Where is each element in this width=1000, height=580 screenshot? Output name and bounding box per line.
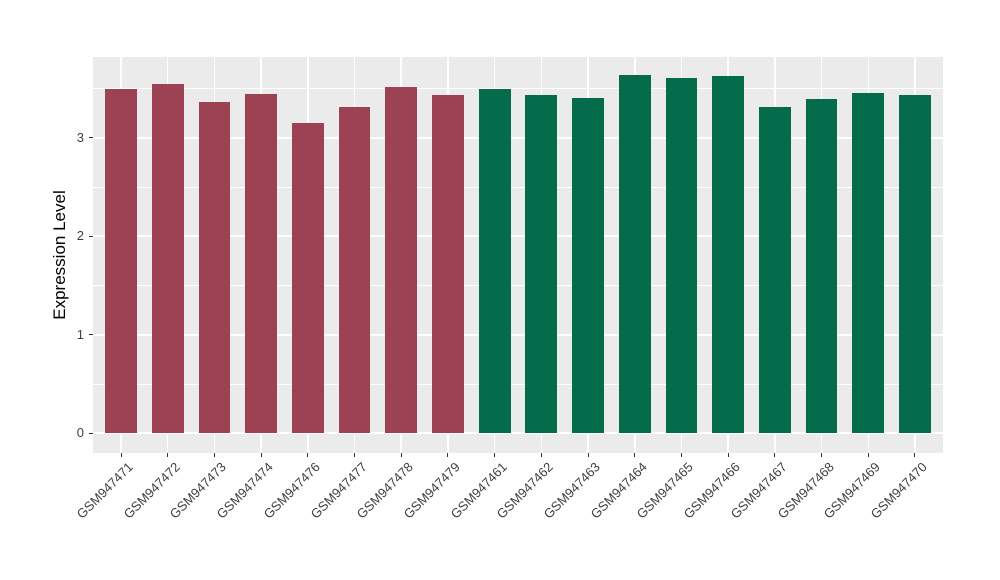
x-tick-label: GSM947474 [213,459,277,522]
bar-GSM947471 [105,89,137,433]
bar-GSM947472 [151,84,184,433]
bar-GSM947468 [805,99,838,433]
bar-GSM947462 [525,95,558,433]
x-tick-label: GSM947478 [353,459,417,522]
x-tick-label: GSM947470 [867,459,930,522]
x-axis-tick [400,453,402,457]
x-tick-label: GSM947463 [540,459,603,522]
bar-GSM947461 [478,89,511,433]
x-axis-tick [867,453,869,457]
x-axis-tick [680,453,682,457]
y-axis-tick [88,137,93,138]
x-tick-label: GSM947476 [260,459,323,522]
bar-GSM947463 [572,98,604,433]
x-axis-tick [587,453,589,457]
x-tick-label: GSM947477 [307,459,370,522]
x-axis-tick [494,453,496,457]
x-axis-tick [914,453,916,457]
x-tick-label: GSM947465 [634,459,697,522]
bar-GSM947467 [758,106,791,433]
x-tick-label: GSM947462 [494,459,557,522]
x-axis-tick [120,453,122,457]
bar-GSM947470 [899,95,931,433]
bar-GSM947464 [618,75,651,433]
gridline-major [93,432,943,434]
x-axis-tick [354,453,356,457]
x-tick-label: GSM947467 [727,459,790,522]
x-axis-tick [447,453,449,457]
gridline-minor [93,383,943,385]
bar-GSM947477 [338,106,371,433]
y-axis-tick [88,334,93,335]
x-axis-tick [727,453,729,457]
gridline-major [93,136,943,139]
gridline-minor [93,186,943,188]
bar-GSM947476 [291,122,324,433]
x-axis-tick [540,453,542,457]
y-axis-tick [88,235,93,237]
x-axis-tick [307,453,309,457]
gridline-major [93,235,943,237]
x-tick-label: GSM947469 [820,459,884,522]
y-tick-label: 2 [76,228,84,243]
x-axis-tick [634,453,636,457]
x-axis-tick [774,453,776,457]
x-axis-tick [260,453,262,457]
y-tick-label: 0 [76,425,84,440]
gridline-minor [93,285,943,287]
gridline-major [93,333,943,336]
plot-panel [93,57,943,453]
x-tick-label: GSM947479 [400,459,463,522]
x-tick-label: GSM947471 [73,459,136,522]
bar-GSM947473 [198,102,231,433]
x-tick-label: GSM947473 [167,459,230,522]
bar-GSM947479 [432,95,464,433]
y-axis-title: Expression Level [50,190,69,320]
x-axis-tick [167,453,169,457]
x-tick-label: GSM947466 [680,459,744,522]
bar-GSM947465 [665,78,698,433]
bar-GSM947466 [712,76,745,433]
bar-GSM947474 [245,94,277,433]
bar-GSM947469 [852,93,885,433]
bar-GSM947478 [385,87,418,433]
y-axis-tick [88,432,93,434]
gridline-minor [93,88,943,90]
x-axis-tick [213,453,215,457]
y-tick-label: 1 [76,326,84,342]
y-tick-label: 3 [76,129,84,145]
x-axis-tick [821,453,823,457]
